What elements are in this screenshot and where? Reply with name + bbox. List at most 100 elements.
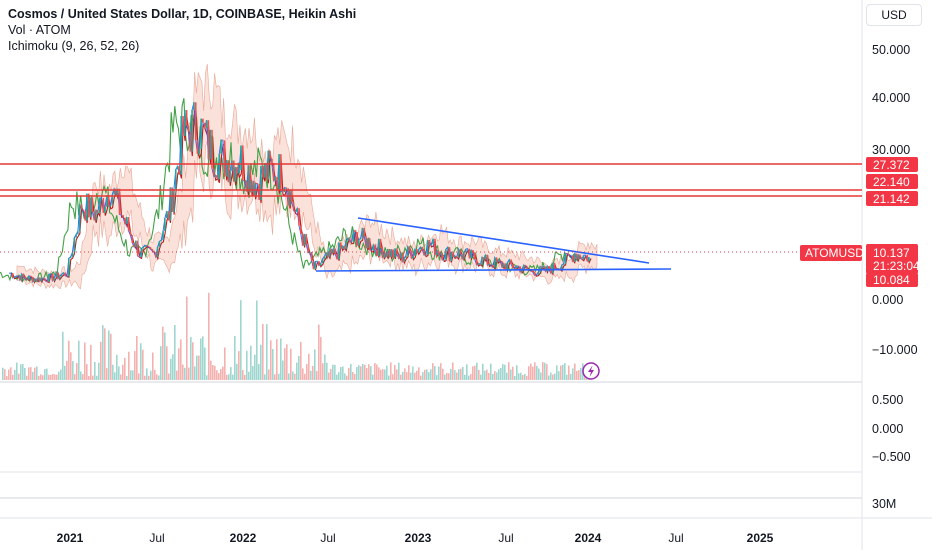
volume-bar [252, 365, 254, 380]
volume-bar [224, 347, 226, 380]
volume-bar [220, 369, 222, 380]
volume-bar [244, 374, 246, 380]
y-tick-label: −10.000 [872, 343, 918, 357]
volume-bar [550, 372, 552, 380]
volume-bar [28, 367, 30, 380]
price-tag-level-2[interactable]: 22.140 [866, 174, 918, 189]
volume-bar [128, 351, 130, 380]
volume-bar [524, 373, 526, 380]
x-tick-label: 2021 [57, 531, 84, 545]
volume-bar [262, 323, 264, 380]
volume-bar [492, 374, 494, 380]
ichimoku-cloud [16, 63, 598, 290]
volume-bar [64, 365, 66, 380]
volume-bar [92, 375, 94, 380]
volume-bar [40, 374, 42, 380]
symbol-tag[interactable]: ATOMUSD [800, 245, 864, 261]
volume-bar [508, 362, 510, 380]
close-price-tag[interactable]: 10.084 [866, 273, 918, 287]
volume-bar [86, 364, 88, 380]
volume-bar [80, 371, 82, 380]
volume-bar [498, 369, 500, 380]
volume-bar [374, 363, 376, 380]
volume-bar [38, 375, 40, 380]
volume-indicator-label[interactable]: Vol · ATOM [8, 23, 71, 37]
volume-bar [534, 362, 536, 380]
volume-bar [464, 374, 466, 380]
volume-bar [494, 371, 496, 380]
oscillator-tick-label: 0.500 [872, 393, 903, 407]
volume-bar [174, 324, 176, 380]
descending-trendline[interactable] [357, 217, 650, 264]
volume-bar [434, 366, 436, 380]
volume-bar [116, 354, 118, 380]
volume-bar [568, 365, 570, 380]
volume-bar [480, 374, 482, 380]
volume-bar [250, 345, 252, 380]
volume-bar [346, 375, 348, 380]
y-tick-label: 50.000 [872, 43, 910, 57]
volume-bar [78, 340, 80, 380]
volume-bar [60, 369, 62, 380]
volume-bar [430, 369, 432, 380]
volume-bar [384, 369, 386, 380]
price-tag-level-1[interactable]: 27.372 [866, 157, 918, 172]
volume-bar [68, 340, 70, 380]
volume-bar [376, 364, 378, 380]
volume-bar [418, 367, 420, 380]
volume-bar [512, 366, 514, 380]
volume-bar [202, 336, 204, 380]
volume-bar [170, 358, 172, 380]
volume-bar [294, 373, 296, 380]
volume-bar [144, 375, 146, 380]
volume-bar [26, 375, 28, 380]
volume-bar [382, 369, 384, 380]
volume-bar [318, 324, 320, 380]
last-price-tag[interactable]: 10.137 21:23:04 [866, 244, 920, 274]
volume-bar [120, 374, 122, 380]
volume-bar [280, 338, 282, 380]
x-tick-label: Jul [320, 531, 335, 545]
volume-bar [108, 330, 110, 380]
volume-bar [474, 365, 476, 380]
volume-bar [132, 370, 134, 380]
volume-bar [454, 370, 456, 380]
volume-bar [366, 368, 368, 380]
horizontal-levels[interactable] [0, 163, 862, 197]
y-axis-ticks: 50.000 40.000 30.000 0.000 −10.000 [872, 43, 918, 357]
volume-bar [230, 367, 232, 380]
volume-bar [342, 366, 344, 380]
volume-bar [438, 366, 440, 380]
volume-bar [36, 366, 38, 380]
volume-bar [388, 375, 390, 380]
lightning-icon[interactable] [582, 362, 600, 380]
volume-bar [514, 375, 516, 380]
volume-bar [268, 369, 270, 380]
volume-bar [288, 373, 290, 380]
volume-bar [350, 363, 352, 380]
chart-title[interactable]: Cosmos / United States Dollar, 1D, COINB… [8, 7, 357, 21]
last-price-label: 10.137 [873, 246, 910, 260]
ichimoku-indicator-label[interactable]: Ichimoku (9, 26, 52, 26) [8, 39, 140, 53]
currency-button[interactable]: USD [866, 4, 922, 26]
volume-bar [394, 364, 396, 380]
volume-bar [266, 324, 268, 380]
volume-bar [562, 364, 564, 380]
volume-bar [348, 367, 350, 380]
volume-bar [456, 372, 458, 380]
volume-bar [246, 350, 248, 380]
volume-bar [176, 370, 178, 380]
price-tag-level-3[interactable]: 21.142 [866, 191, 918, 206]
volume-bar [46, 368, 48, 380]
volume-bar [150, 370, 152, 380]
trendlines[interactable] [315, 217, 672, 272]
volume-bar [470, 374, 472, 380]
volume-bar [448, 373, 450, 380]
support-trendline[interactable] [315, 268, 672, 272]
x-tick-label: Jul [149, 531, 164, 545]
volume-bar [522, 375, 524, 380]
volume-bar [142, 349, 144, 380]
volume-bar [216, 370, 218, 380]
volume-bar [322, 363, 324, 380]
